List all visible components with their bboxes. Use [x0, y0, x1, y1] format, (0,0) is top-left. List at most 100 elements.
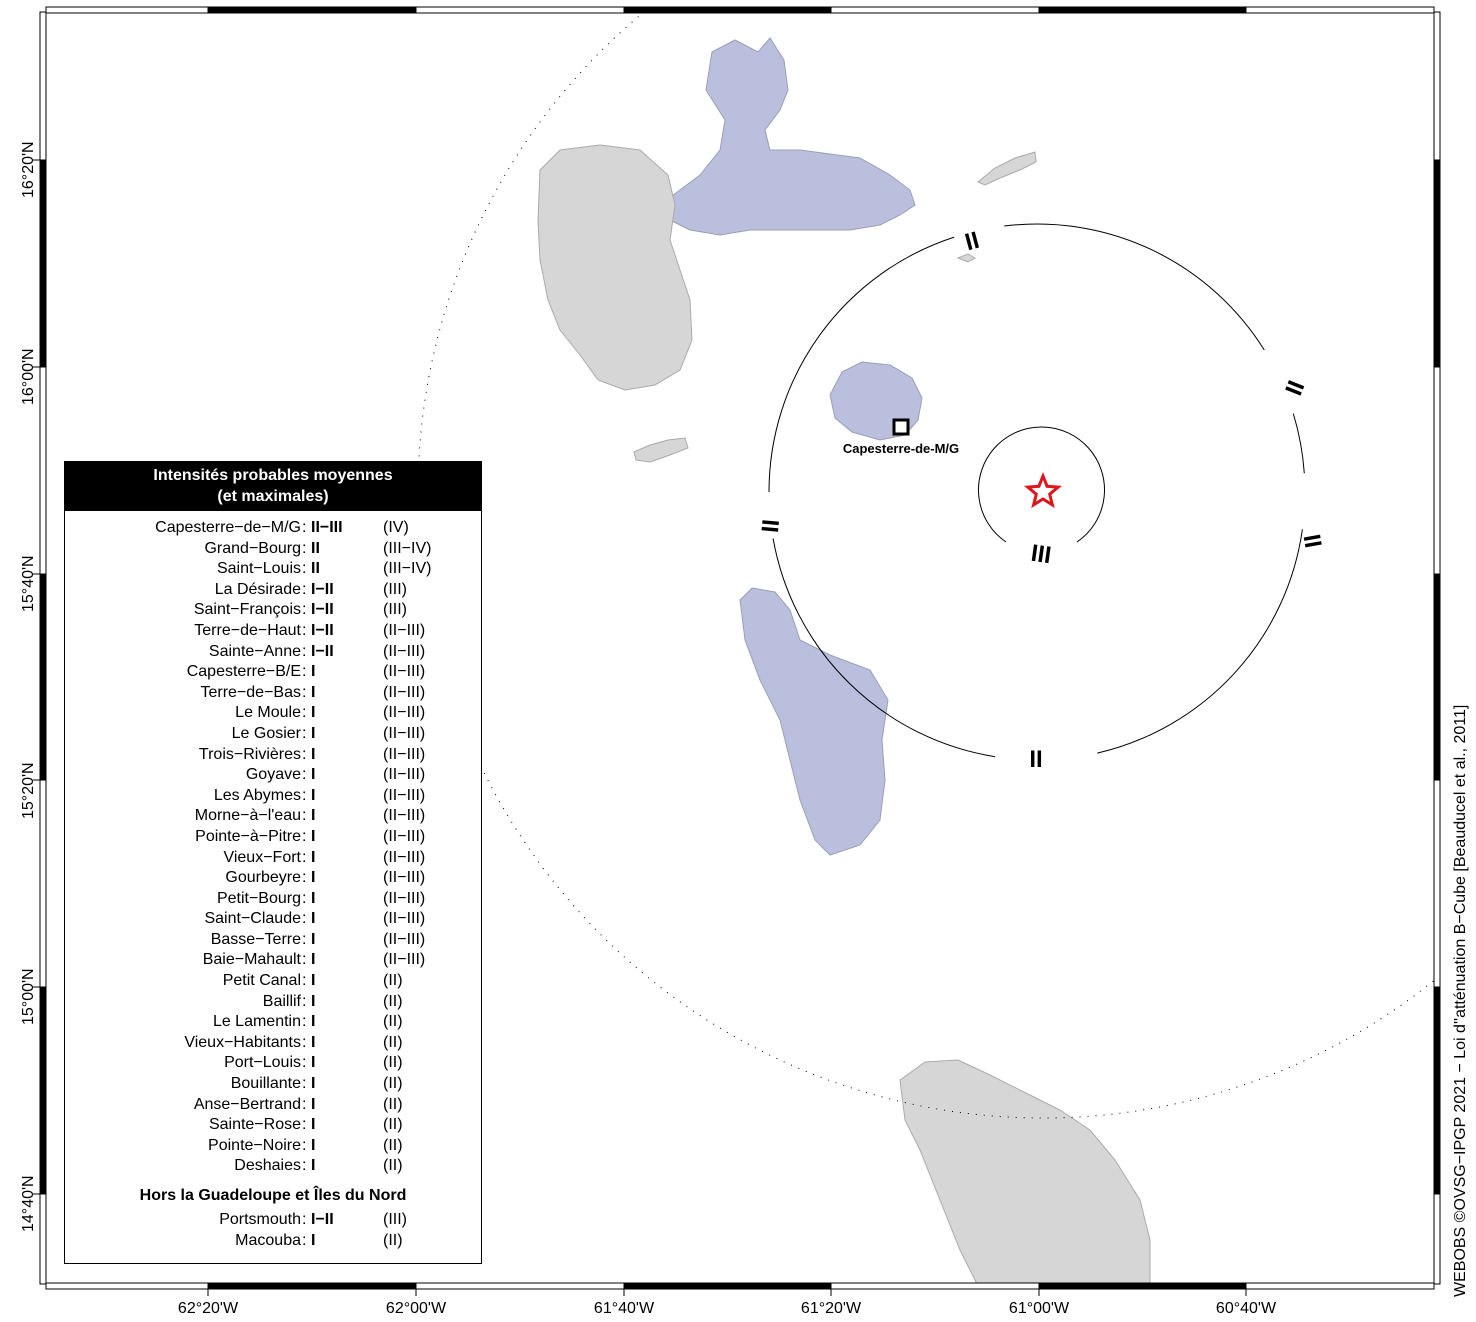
max-intensity: (II−III) — [383, 621, 426, 639]
legend-row: Pointe−à−Pitre: I (II−III) — [65, 827, 481, 848]
mean-intensity: I — [311, 910, 316, 928]
town-name: Pointe−à−Pitre — [195, 827, 301, 845]
frame-scale-segment — [1038, 6, 1247, 14]
island-grande-terre — [659, 37, 916, 236]
legend-row: Petit Canal: I (II) — [65, 971, 481, 992]
legend-row: Grand−Bourg: II (III−IV) — [65, 539, 481, 560]
legend-row: La Désirade: I−II (III) — [65, 580, 481, 601]
mean-intensity: I — [311, 1231, 316, 1249]
max-intensity: (II−III) — [383, 889, 426, 907]
legend-row: Vieux−Fort: I (II−III) — [65, 848, 481, 869]
frame-scale-segment — [1433, 366, 1441, 575]
separator: : — [302, 766, 307, 784]
town-name: Les Abymes — [213, 786, 301, 804]
separator: : — [302, 1136, 307, 1154]
max-intensity: (II) — [383, 1231, 403, 1249]
lat-label-14-40n: 14°40'N — [20, 1175, 37, 1232]
frame-scale-segment — [1433, 573, 1441, 781]
mean-intensity: I−II — [311, 601, 334, 619]
separator: : — [302, 539, 307, 557]
separator: : — [302, 807, 307, 825]
max-intensity: (II−III) — [383, 704, 426, 722]
separator: : — [302, 910, 307, 928]
max-intensity: (II) — [383, 1075, 403, 1093]
island-la-desirade — [977, 151, 1037, 186]
town-name: Le Gosier — [231, 724, 301, 742]
mean-intensity: I — [311, 869, 316, 887]
frame-scale-segment — [1433, 11, 1441, 161]
separator: : — [302, 1033, 307, 1051]
max-intensity: (IV) — [383, 519, 409, 536]
town-name: Sainte−Rose — [208, 1116, 301, 1134]
max-intensity: (III) — [383, 580, 407, 598]
separator: : — [302, 869, 307, 887]
frame-scale-segment — [1433, 779, 1441, 988]
separator: : — [302, 519, 307, 536]
mean-intensity: I — [311, 992, 316, 1010]
max-intensity: (III−IV) — [383, 539, 432, 557]
town-name: Vieux−Habitants — [184, 1033, 301, 1051]
intensity-ring-iii — [978, 426, 1105, 543]
separator: : — [302, 1054, 307, 1072]
max-intensity: (II−III) — [383, 745, 426, 763]
intensity-legend: Intensités probables moyennes (et maxima… — [64, 461, 482, 1264]
legend-row: Saint−François: I−II (III) — [65, 600, 481, 621]
frame-scale-segment — [415, 1282, 625, 1290]
separator: : — [302, 704, 307, 722]
town-name: Le Lamentin — [212, 1013, 301, 1031]
legend-body: Capesterre−de−M/G: II−III (IV) Grand−Bourg:… — [65, 511, 481, 1251]
legend-row: Le Gosier: I (II−III) — [65, 724, 481, 745]
island-les-saintes — [633, 437, 689, 463]
frame-scale-segment — [207, 6, 417, 14]
town-name: Deshaies — [234, 1157, 301, 1175]
town-name: Sainte−Anne — [208, 642, 301, 660]
frame-scale-segment — [1245, 6, 1435, 14]
ring-label-ii-right-upper: II — [1280, 377, 1310, 399]
town-name: Capesterre−de−M/G — [155, 519, 301, 536]
lat-label-16-00n: 16°00'N — [20, 348, 37, 405]
town-name: Bouillante — [230, 1075, 301, 1093]
town-name: Macouba — [235, 1231, 301, 1249]
legend-row: Deshaies: I (II) — [65, 1156, 481, 1177]
max-intensity: (II−III) — [383, 766, 426, 784]
lat-label-16-20n: 16°20'N — [20, 141, 37, 198]
town-name: Pointe−Noire — [208, 1136, 301, 1154]
frame-scale-segment — [623, 1282, 832, 1290]
island-dominica — [739, 587, 889, 856]
max-intensity: (III) — [383, 1211, 407, 1228]
max-intensity: (II) — [383, 1116, 403, 1134]
separator: : — [302, 1095, 307, 1113]
frame-scale-segment — [1433, 1193, 1441, 1285]
mean-intensity: I−II — [311, 621, 334, 639]
frame-scale-segment — [1038, 1282, 1247, 1290]
separator: : — [302, 951, 307, 969]
town-name: Port−Louis — [224, 1054, 301, 1072]
separator: : — [302, 786, 307, 804]
mean-intensity: I — [311, 1095, 316, 1113]
max-intensity: (II) — [383, 1136, 403, 1154]
town-name: Baillif — [262, 992, 301, 1010]
legend-row: Bouillante: I (II) — [65, 1074, 481, 1095]
mean-intensity: I — [311, 1157, 316, 1175]
ring-label-ii-left: II — [755, 518, 783, 534]
separator: : — [302, 1013, 307, 1031]
ring-ii-segment — [772, 538, 996, 758]
epicenter-star-icon — [1023, 471, 1063, 509]
legend-title-line2: (et maximales) — [217, 488, 329, 505]
ring-ii-segment — [768, 236, 955, 493]
ring-label-ii-top: II — [962, 227, 982, 257]
mean-intensity: I — [311, 724, 316, 742]
frame-scale-segment — [39, 366, 47, 575]
town-name: Baie−Mahault — [202, 951, 301, 969]
legend-row: Baillif: I (II) — [65, 992, 481, 1013]
legend-row: Goyave: I (II−III) — [65, 765, 481, 786]
frame-scale-segment — [1433, 159, 1441, 368]
legend-row: Basse−Terre: I (II−III) — [65, 930, 481, 951]
lat-label-15-40n: 15°40'N — [20, 555, 37, 612]
separator: : — [302, 1116, 307, 1134]
separator: : — [302, 1211, 307, 1228]
town-name: Capesterre−B/E — [186, 663, 301, 681]
town-name: Petit−Bourg — [216, 889, 301, 907]
separator: : — [302, 642, 307, 660]
legend-row: Terre−de−Bas: I (II−III) — [65, 683, 481, 704]
